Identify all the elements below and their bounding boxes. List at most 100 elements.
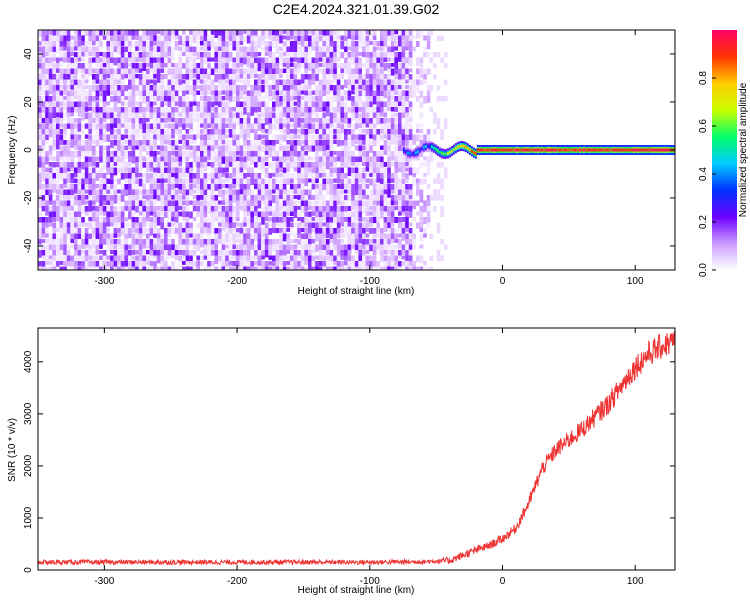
spectrogram-cell	[254, 90, 258, 97]
spectrogram-cell	[347, 206, 352, 211]
spectrogram-cell	[225, 57, 229, 66]
signal-band-core	[472, 151, 475, 155]
spectrogram-cell	[362, 145, 366, 151]
spectrogram-cell	[192, 266, 197, 270]
spectrogram-cell	[77, 140, 82, 147]
signal-band-core	[514, 148, 517, 152]
spectrogram-cell	[369, 255, 373, 263]
spectrogram-cell	[225, 63, 229, 69]
spectrogram-cell	[178, 261, 182, 268]
spectrogram-cell	[146, 63, 150, 68]
spectrogram-cell	[300, 178, 305, 184]
spectrogram-cell	[344, 217, 348, 222]
spectrogram-cell	[124, 107, 128, 116]
spectrogram-cell	[214, 206, 218, 215]
spectrogram-cell	[311, 156, 316, 161]
spectrogram-cell	[236, 228, 240, 233]
spectrogram-cell	[99, 68, 103, 77]
spectrogram-cell	[41, 200, 46, 207]
spectrogram-cell	[200, 239, 204, 248]
spectrogram-cell	[387, 118, 391, 123]
spectrogram-cell	[383, 173, 388, 178]
spectrogram-cell	[236, 90, 240, 96]
spectrogram-cell	[257, 151, 262, 159]
spectrogram-cell	[156, 74, 161, 83]
spectrogram-cell	[401, 46, 406, 54]
spectrogram-cell	[297, 162, 301, 171]
spectrogram-cell	[160, 52, 164, 59]
spectrogram-cell	[282, 266, 287, 270]
spectrogram-cell	[300, 85, 305, 92]
signal-band-core	[602, 148, 605, 152]
spectrogram-cell	[66, 222, 71, 228]
spectrogram-cell	[203, 30, 208, 38]
spectrogram-cell	[185, 140, 190, 147]
spectrogram-cell	[41, 90, 46, 95]
spectrogram-cell	[131, 167, 136, 176]
spectrogram-cell	[110, 79, 114, 86]
spectrogram-cell	[387, 46, 391, 56]
spectrogram-cell	[365, 118, 370, 124]
spectrogram-cell	[164, 222, 168, 229]
spectrogram-cell	[419, 123, 424, 128]
spectrogram-cell	[95, 107, 100, 114]
spectrogram-cell	[250, 167, 254, 174]
spectrogram-cell	[347, 151, 352, 159]
spectrogram-cell	[81, 184, 85, 191]
spectrogram-cell	[243, 244, 247, 254]
spectrogram-cell	[443, 52, 448, 58]
spectrogram-cell	[408, 107, 413, 112]
spectrogram-cell	[243, 178, 247, 185]
spectrogram-cell	[236, 145, 240, 151]
spectrogram-cell	[70, 151, 74, 158]
spectrogram-cell	[124, 250, 128, 258]
spectrogram-cell	[401, 107, 406, 114]
spectrogram-cell	[254, 250, 258, 258]
spectrogram-cell	[45, 250, 49, 257]
spectrogram-cell	[401, 261, 406, 266]
spectrogram-cell	[218, 233, 222, 242]
spectrogram-cell	[142, 217, 146, 226]
spectrogram-cell	[433, 52, 437, 58]
spectrogram-cell	[383, 129, 388, 138]
spectrogram-cell	[236, 162, 240, 171]
signal-band-core	[516, 148, 519, 152]
spectrogram-cell	[344, 107, 348, 116]
spectrogram-cell	[383, 123, 388, 129]
spectrogram-cell	[408, 239, 413, 245]
spectrogram-cell	[128, 118, 132, 123]
spectrogram-cell	[272, 79, 276, 88]
spectrogram-cell	[257, 239, 262, 248]
spectrogram-cell	[372, 63, 377, 71]
spectrogram-cell	[113, 162, 118, 166]
spectrogram-cell	[282, 46, 287, 54]
spectrogram-cell	[412, 79, 416, 88]
spectrogram-cell	[66, 123, 71, 129]
spectrogram-cell	[192, 46, 197, 55]
spectrogram-cell	[390, 41, 395, 49]
spectrogram-cell	[124, 41, 128, 45]
spectrogram-cell	[66, 217, 71, 224]
spectrogram-cell	[275, 217, 280, 226]
spectrogram-cell	[423, 266, 427, 270]
spectrogram-cell	[225, 261, 229, 267]
spectrogram-cell	[171, 123, 175, 131]
spectrogram-cell	[232, 140, 236, 146]
spectrogram-cell	[369, 63, 373, 69]
spectrogram-cell	[408, 162, 413, 170]
spectrogram-cell	[124, 151, 128, 160]
spectrogram-cell	[376, 244, 380, 250]
spectrogram-cell	[376, 90, 380, 99]
spectrogram-cell	[264, 63, 269, 72]
spectrogram-cell	[84, 140, 89, 146]
spectrogram-cell	[117, 195, 121, 201]
spectrogram-cell	[102, 57, 107, 64]
spectrogram-cell	[218, 200, 222, 205]
spectrogram-cell	[38, 90, 42, 96]
spectrogram-cell	[192, 74, 197, 79]
spectrogram-cell	[77, 217, 82, 224]
spectrogram-cell	[394, 239, 398, 243]
spectrogram-cell	[171, 244, 175, 253]
spectrogram-cell	[257, 217, 262, 223]
spectrogram-cell	[246, 74, 251, 79]
